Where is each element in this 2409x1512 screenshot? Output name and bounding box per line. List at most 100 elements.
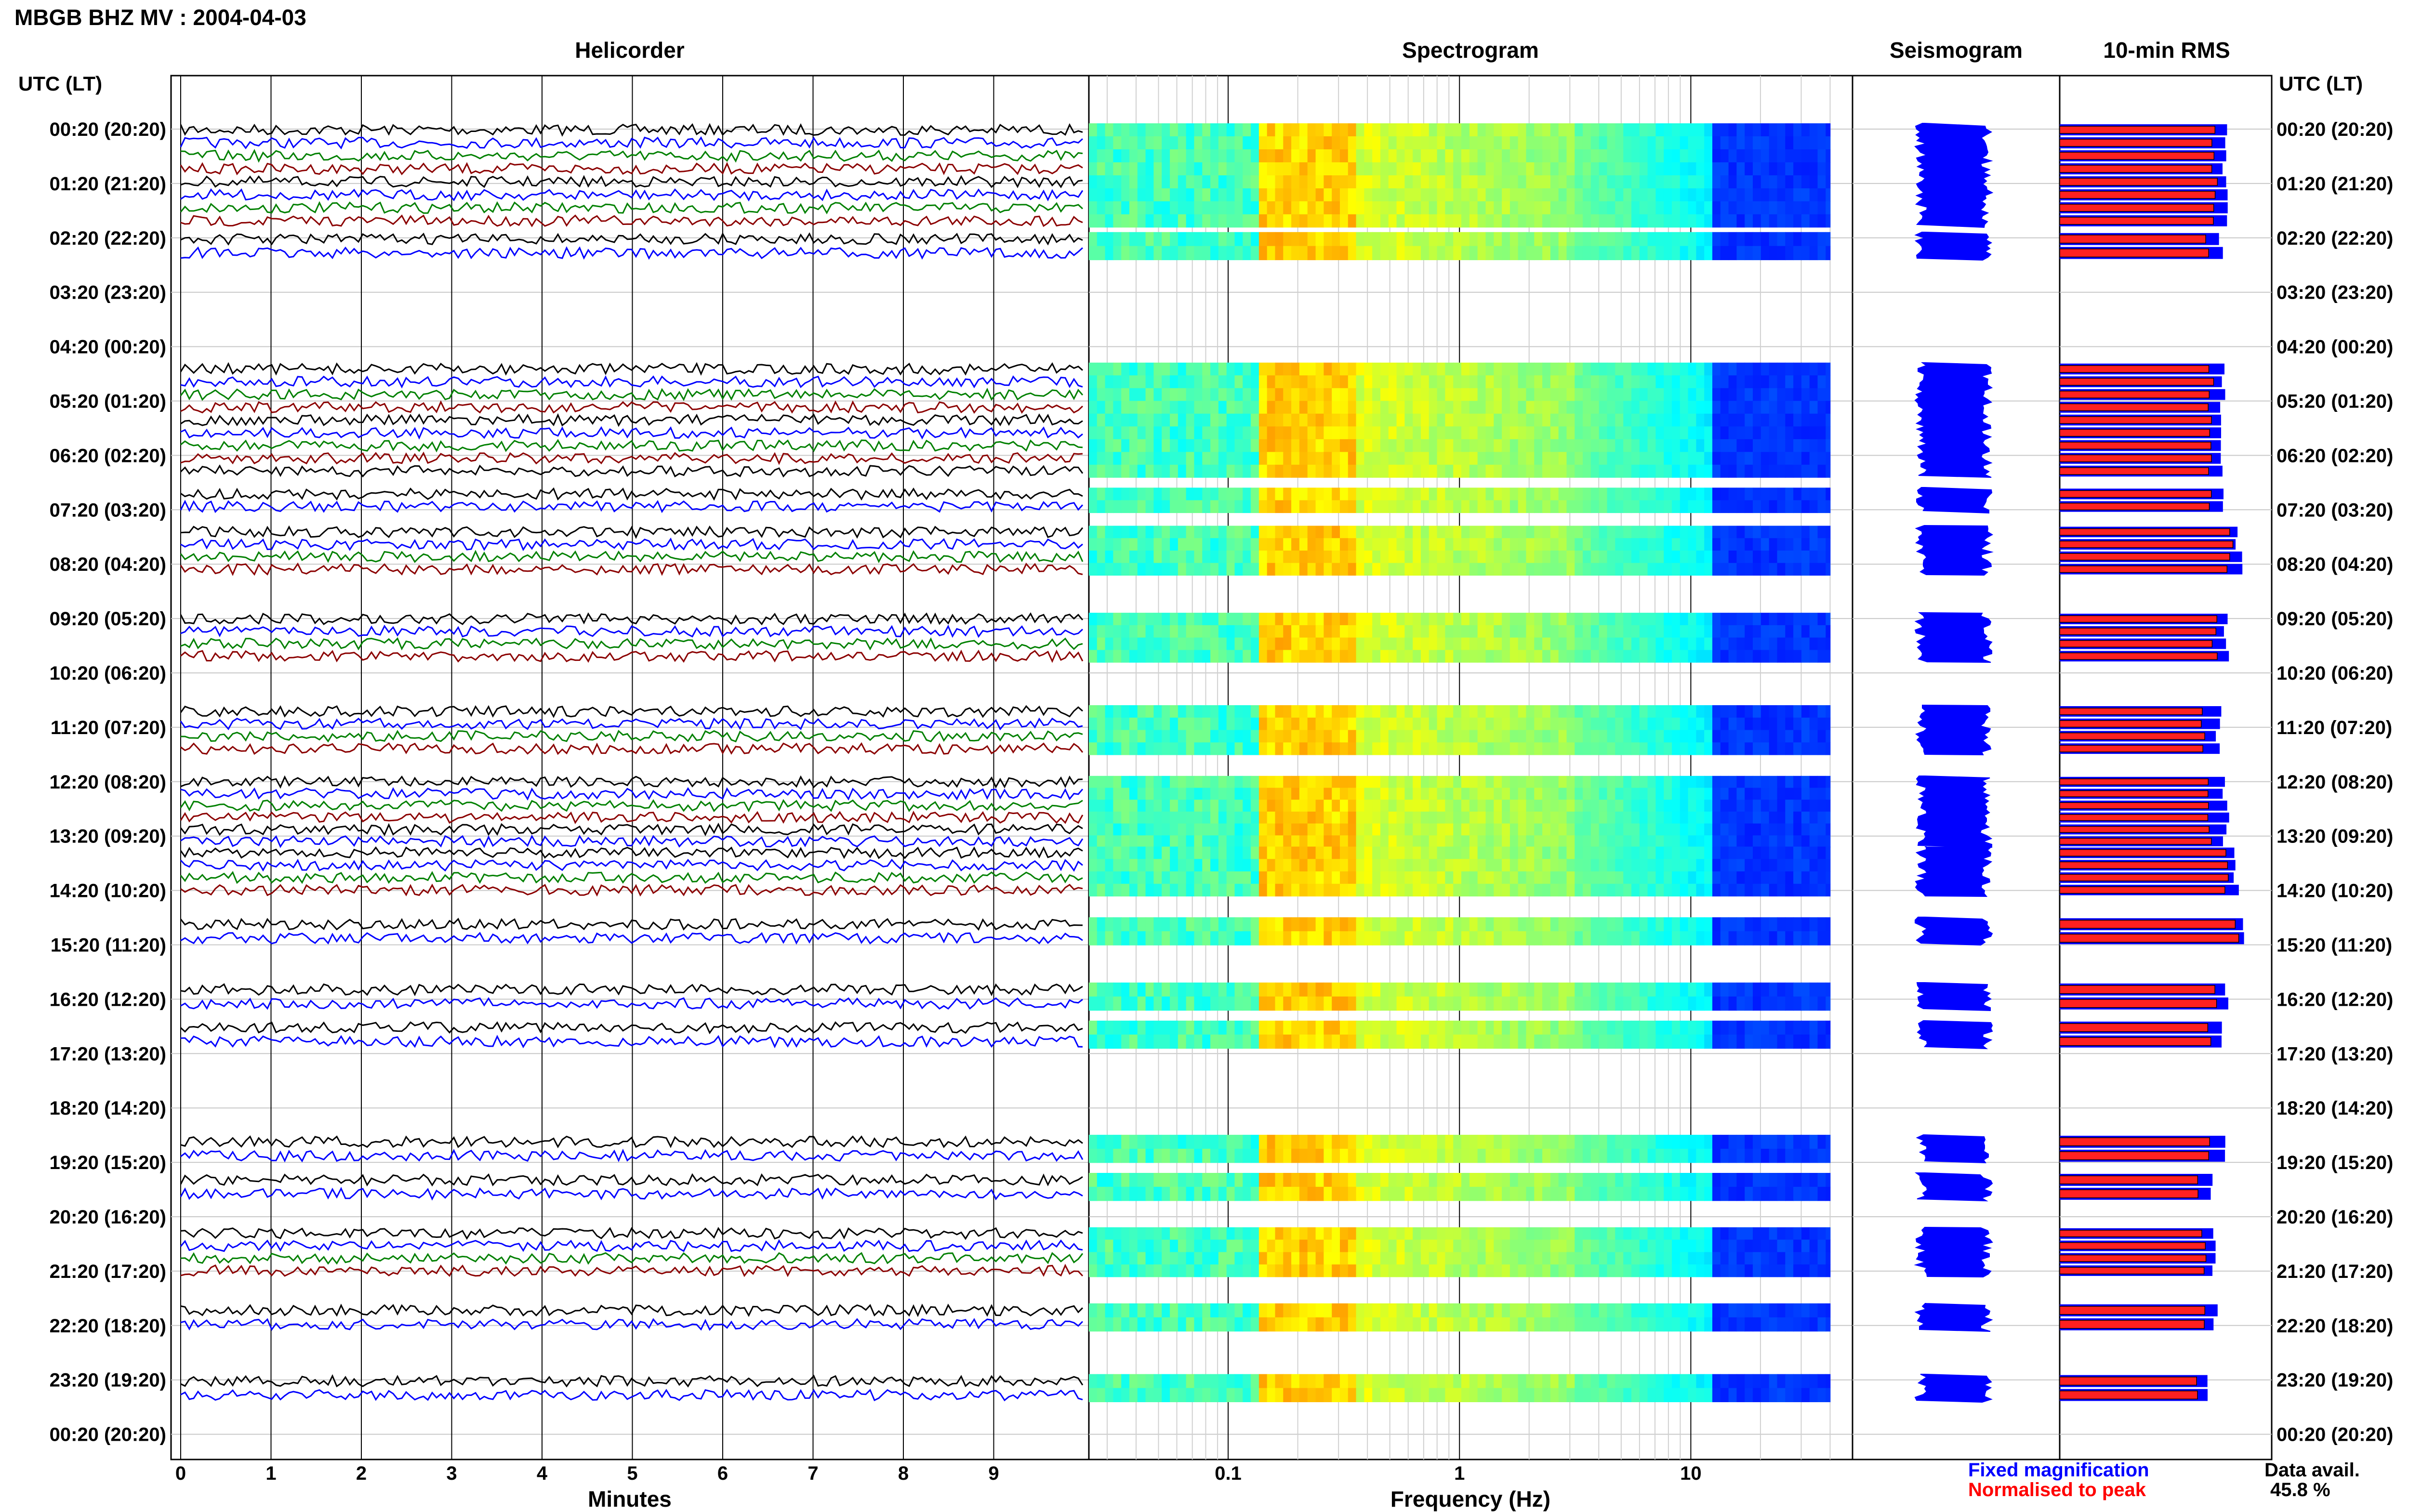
spectrogram-cell bbox=[1291, 859, 1300, 872]
spectrogram-cell bbox=[1113, 788, 1122, 800]
spectrogram-cell bbox=[1202, 1173, 1211, 1187]
spectrogram-cell bbox=[1793, 551, 1802, 564]
spectrogram-cell bbox=[1153, 500, 1162, 513]
spectrogram-cell bbox=[1429, 1186, 1438, 1201]
spectrogram-cell bbox=[1534, 232, 1543, 247]
spectrogram-cell bbox=[1348, 1173, 1357, 1187]
spectrogram-cell bbox=[1550, 883, 1559, 897]
spectrogram-cell bbox=[1348, 551, 1357, 564]
spectrogram-cell bbox=[1720, 835, 1729, 848]
spectrogram-cell bbox=[1170, 375, 1178, 389]
spectrogram-cell bbox=[1129, 246, 1138, 261]
spectrogram-cell bbox=[1599, 650, 1608, 663]
spectrogram-cell bbox=[1558, 500, 1567, 513]
spectrogram-cell bbox=[1226, 538, 1235, 551]
spectrogram-cell bbox=[1615, 996, 1624, 1011]
spectrogram-cell bbox=[1760, 563, 1770, 576]
spectrogram-cell bbox=[1534, 362, 1543, 376]
spectrogram-cell bbox=[1404, 188, 1413, 202]
spectrogram-cell bbox=[1672, 835, 1681, 848]
spectrogram-cell bbox=[1364, 996, 1373, 1011]
spectrogram-cell bbox=[1801, 1134, 1810, 1149]
spectrogram-cell bbox=[1332, 123, 1340, 137]
spectrogram-cell bbox=[1623, 538, 1632, 551]
spectrogram-cell bbox=[1097, 613, 1106, 626]
spectrogram-cell bbox=[1178, 526, 1187, 539]
spectrogram-cell bbox=[1760, 413, 1770, 427]
spectrogram-cell bbox=[1534, 883, 1543, 897]
spectrogram-cell bbox=[1575, 1173, 1583, 1187]
spectrogram-cell bbox=[1785, 175, 1794, 189]
spectrogram-cell bbox=[1315, 375, 1324, 389]
spectrogram-cell bbox=[1728, 526, 1737, 539]
spectrogram-cell bbox=[1421, 201, 1430, 215]
spectrogram-cell bbox=[1340, 123, 1349, 137]
spectrogram-cell bbox=[1340, 526, 1349, 539]
spectrogram-cell bbox=[1089, 426, 1098, 440]
spectrogram-cell bbox=[1348, 1134, 1357, 1149]
spectrogram-cell bbox=[1477, 232, 1486, 247]
spectrogram-cell bbox=[1696, 846, 1705, 859]
spectrogram-cell bbox=[1356, 788, 1365, 800]
spectrogram-cell bbox=[1623, 136, 1632, 150]
spectrogram-cell bbox=[1291, 883, 1300, 897]
spectrogram-cell bbox=[1696, 1148, 1705, 1163]
spectrogram-cell bbox=[1655, 613, 1664, 626]
spectrogram-cell bbox=[1453, 452, 1462, 465]
spectrogram-cell bbox=[1583, 1034, 1591, 1049]
helicorder-trace bbox=[180, 1374, 1084, 1388]
station-title: MBGB BHZ MV : 2004-04-03 bbox=[14, 5, 306, 30]
spectrogram-cell bbox=[1623, 637, 1632, 650]
helicorder-trace bbox=[180, 834, 1084, 848]
spectrogram-cell bbox=[1226, 859, 1235, 872]
spectrogram-cell bbox=[1542, 650, 1551, 663]
spectrogram-cell bbox=[1793, 375, 1802, 389]
spectrogram-cell bbox=[1777, 846, 1786, 859]
spectrogram-cell bbox=[1396, 452, 1405, 465]
spectrogram-cell bbox=[1226, 1020, 1235, 1035]
spectrogram-cell bbox=[1234, 823, 1244, 836]
spectrogram-cell bbox=[1324, 931, 1332, 946]
spectrogram-cell bbox=[1324, 1148, 1332, 1163]
spectrogram-cell bbox=[1162, 800, 1170, 812]
spectrogram-cell bbox=[1162, 705, 1170, 718]
spectrogram-cell bbox=[1736, 705, 1745, 718]
spectrogram-cell bbox=[1680, 362, 1689, 376]
spectrogram-cell bbox=[1121, 1034, 1130, 1049]
spectrogram-cell bbox=[1404, 917, 1413, 932]
spectrogram-cell bbox=[1218, 788, 1227, 800]
spectrogram-cell bbox=[1258, 123, 1268, 137]
spectrogram-cell bbox=[1413, 175, 1421, 189]
spectrogram-cell bbox=[1558, 362, 1567, 376]
spectrogram-cell bbox=[1461, 982, 1470, 997]
spectrogram-cell bbox=[1453, 705, 1462, 718]
spectrogram-cell bbox=[1324, 563, 1332, 576]
spectrogram-cell bbox=[1809, 149, 1818, 163]
spectrogram-cell bbox=[1340, 1034, 1349, 1049]
spectrogram-cell bbox=[1380, 563, 1389, 576]
spectrogram-cell bbox=[1364, 188, 1373, 202]
spectrogram-cell bbox=[1324, 859, 1332, 872]
spectrogram-cell bbox=[1760, 123, 1770, 137]
spectrogram-cell bbox=[1202, 439, 1211, 452]
spectrogram-cell bbox=[1348, 705, 1357, 718]
spectrogram-cell bbox=[1494, 1148, 1502, 1163]
spectrogram-cell bbox=[1777, 362, 1786, 376]
spectrogram-cell bbox=[1243, 487, 1251, 500]
spectrogram-cell bbox=[1583, 526, 1591, 539]
spectrogram-cell bbox=[1372, 362, 1381, 376]
spectrogram-cell bbox=[1817, 637, 1827, 650]
spectrogram-cell bbox=[1526, 464, 1535, 478]
spectrogram-cell bbox=[1332, 362, 1340, 376]
spectrogram-cell bbox=[1226, 149, 1235, 163]
spectrogram-cell bbox=[1769, 162, 1778, 176]
spectrogram-cell bbox=[1518, 563, 1527, 576]
spectrogram-cell bbox=[1826, 362, 1831, 376]
spectrogram-cell bbox=[1445, 811, 1454, 824]
spectrogram-cell bbox=[1542, 917, 1551, 932]
spectrogram-cell bbox=[1720, 201, 1729, 215]
spectrogram-cell bbox=[1688, 426, 1697, 440]
spectrogram-cell bbox=[1647, 375, 1656, 389]
spectrogram-cell bbox=[1121, 1134, 1130, 1149]
spectrogram-cell bbox=[1623, 246, 1632, 261]
